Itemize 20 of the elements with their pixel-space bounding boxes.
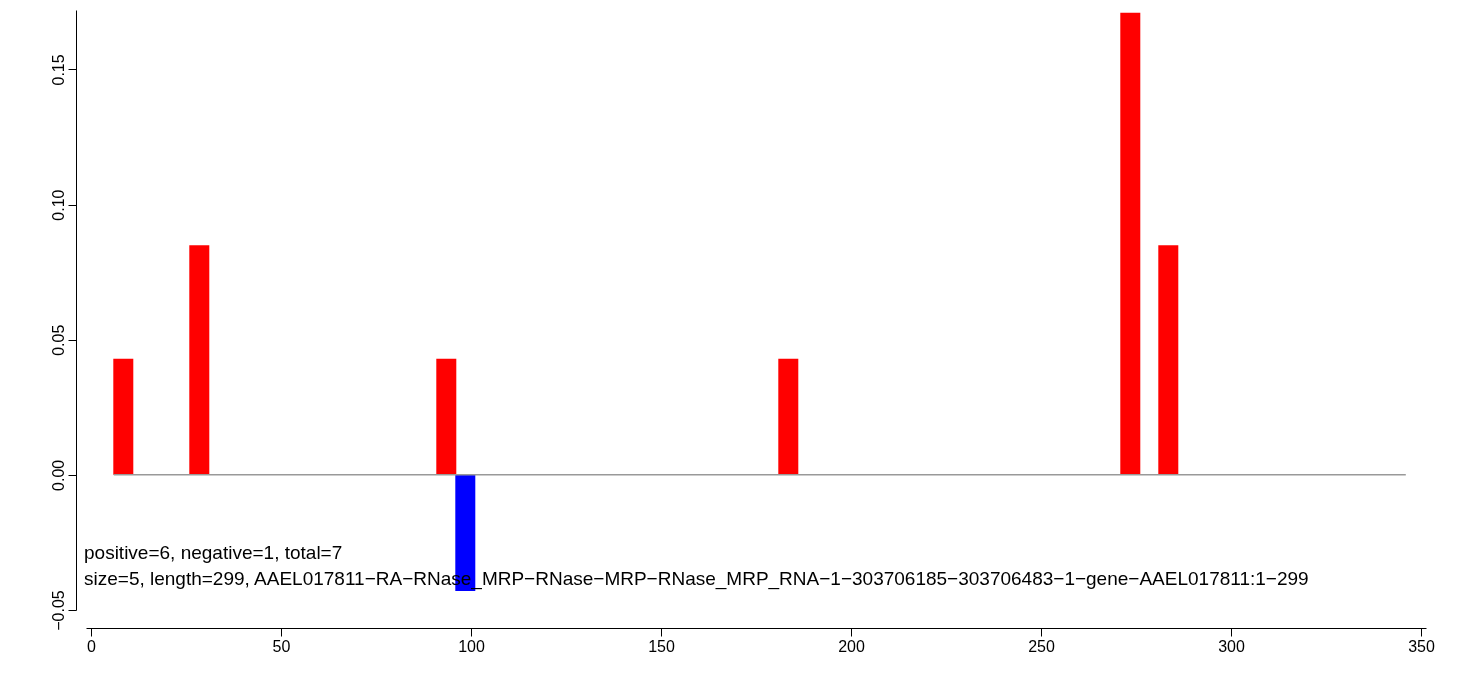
bar <box>1158 245 1179 475</box>
x-tick-label: 100 <box>458 637 485 655</box>
bar <box>113 358 134 475</box>
y-tick-label: −0.05 <box>49 590 67 631</box>
annotation: positive=6, negative=1, total=7 <box>84 542 343 563</box>
bar <box>1120 12 1141 475</box>
x-tick-label: 50 <box>272 637 291 655</box>
y-tick-label: 0.15 <box>49 54 67 86</box>
x-tick-label: 150 <box>648 637 675 655</box>
x-tick-label: 350 <box>1408 637 1435 655</box>
y-tick-label: 0.00 <box>49 459 67 491</box>
bar <box>778 358 799 475</box>
x-tick-label: 200 <box>838 637 865 655</box>
y-tick-label: 0.05 <box>49 324 67 356</box>
x-tick-label: 250 <box>1028 637 1055 655</box>
bar <box>436 358 457 475</box>
y-tick-label: 0.10 <box>49 189 67 221</box>
x-tick-label: 0 <box>87 637 97 655</box>
x-tick-label: 300 <box>1218 637 1245 655</box>
bar <box>189 245 210 475</box>
